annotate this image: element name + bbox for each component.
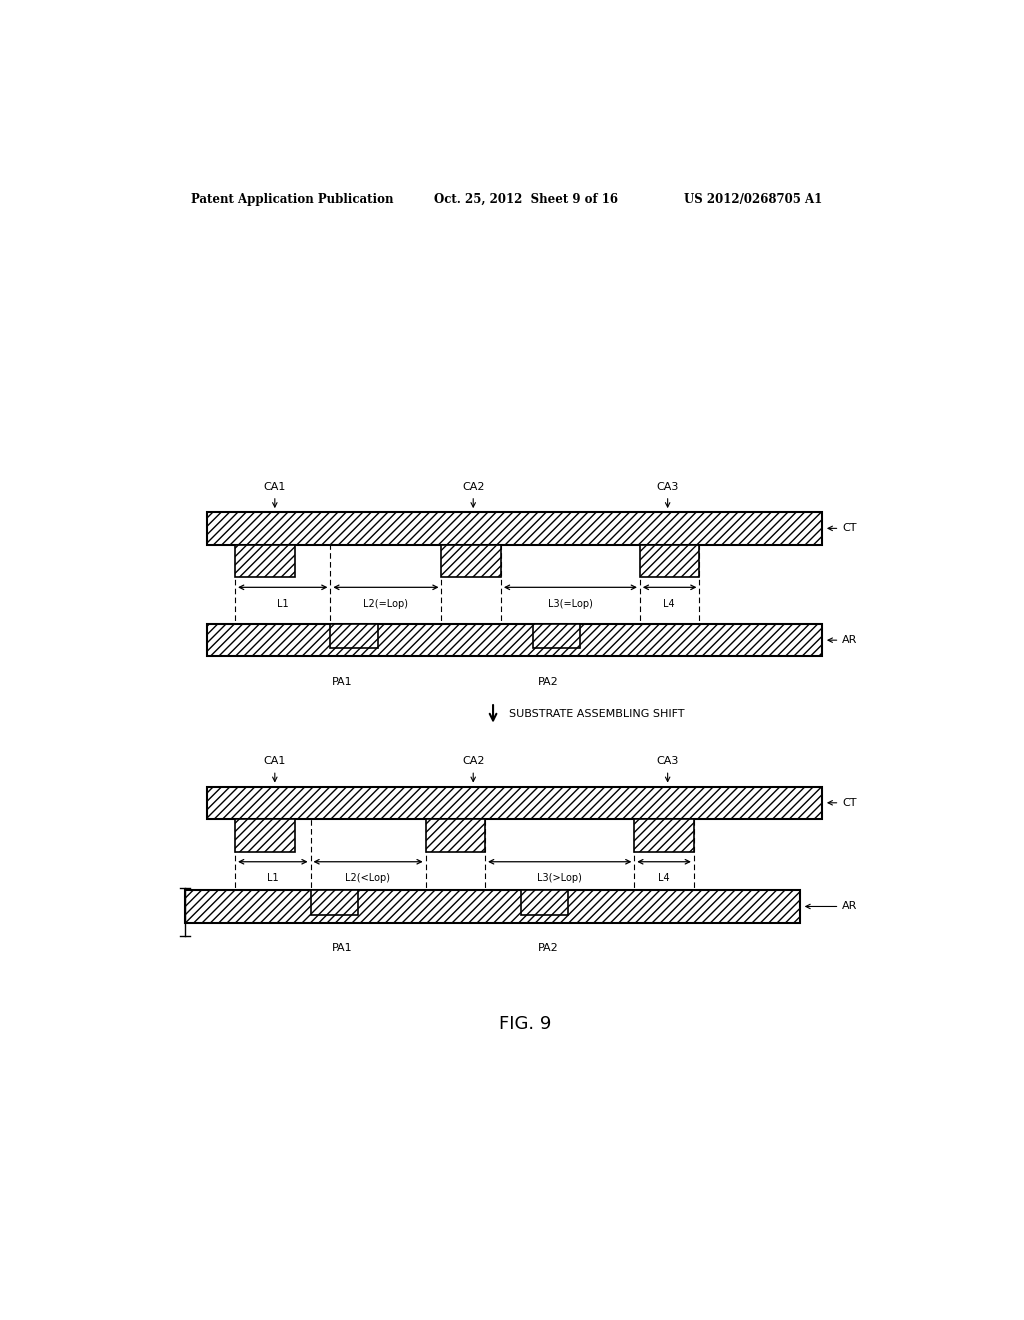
Text: L2(<Lop): L2(<Lop) bbox=[345, 873, 390, 883]
Text: CA1: CA1 bbox=[263, 756, 286, 766]
Text: Oct. 25, 2012  Sheet 9 of 16: Oct. 25, 2012 Sheet 9 of 16 bbox=[433, 193, 617, 206]
Text: FIG. 9: FIG. 9 bbox=[499, 1015, 551, 1034]
Bar bbox=[634, 818, 694, 851]
Text: L3(=Lop): L3(=Lop) bbox=[548, 598, 593, 609]
Text: L4: L4 bbox=[664, 598, 675, 609]
Bar bbox=[310, 890, 358, 915]
Bar bbox=[236, 545, 295, 577]
Bar bbox=[532, 624, 581, 648]
Bar bbox=[207, 787, 822, 818]
Bar bbox=[426, 818, 485, 851]
Text: PA2: PA2 bbox=[539, 942, 559, 953]
Text: CA3: CA3 bbox=[656, 756, 679, 766]
Text: Patent Application Publication: Patent Application Publication bbox=[191, 193, 394, 206]
Text: L1: L1 bbox=[266, 873, 279, 883]
Bar bbox=[207, 624, 822, 656]
Text: CT: CT bbox=[828, 797, 857, 808]
Text: CA2: CA2 bbox=[462, 756, 484, 766]
Text: CA2: CA2 bbox=[462, 482, 484, 492]
Bar bbox=[521, 890, 568, 915]
Text: CA1: CA1 bbox=[263, 482, 286, 492]
Text: L3(>Lop): L3(>Lop) bbox=[538, 873, 583, 883]
Text: CT: CT bbox=[828, 523, 857, 533]
Bar bbox=[236, 818, 295, 851]
Text: L4: L4 bbox=[657, 873, 670, 883]
Bar bbox=[640, 545, 699, 577]
Text: CA3: CA3 bbox=[656, 482, 679, 492]
Text: AR: AR bbox=[806, 902, 858, 912]
Text: SUBSTRATE ASSEMBLING SHIFT: SUBSTRATE ASSEMBLING SHIFT bbox=[509, 709, 684, 719]
Bar bbox=[185, 890, 800, 923]
Text: PA1: PA1 bbox=[332, 677, 352, 686]
Bar bbox=[331, 624, 378, 648]
Text: AR: AR bbox=[828, 635, 858, 645]
Text: PA1: PA1 bbox=[332, 942, 352, 953]
Text: PA2: PA2 bbox=[539, 677, 559, 686]
Text: L2(=Lop): L2(=Lop) bbox=[364, 598, 409, 609]
Bar bbox=[207, 512, 822, 545]
Text: US 2012/0268705 A1: US 2012/0268705 A1 bbox=[684, 193, 822, 206]
Bar bbox=[441, 545, 501, 577]
Text: L1: L1 bbox=[276, 598, 289, 609]
